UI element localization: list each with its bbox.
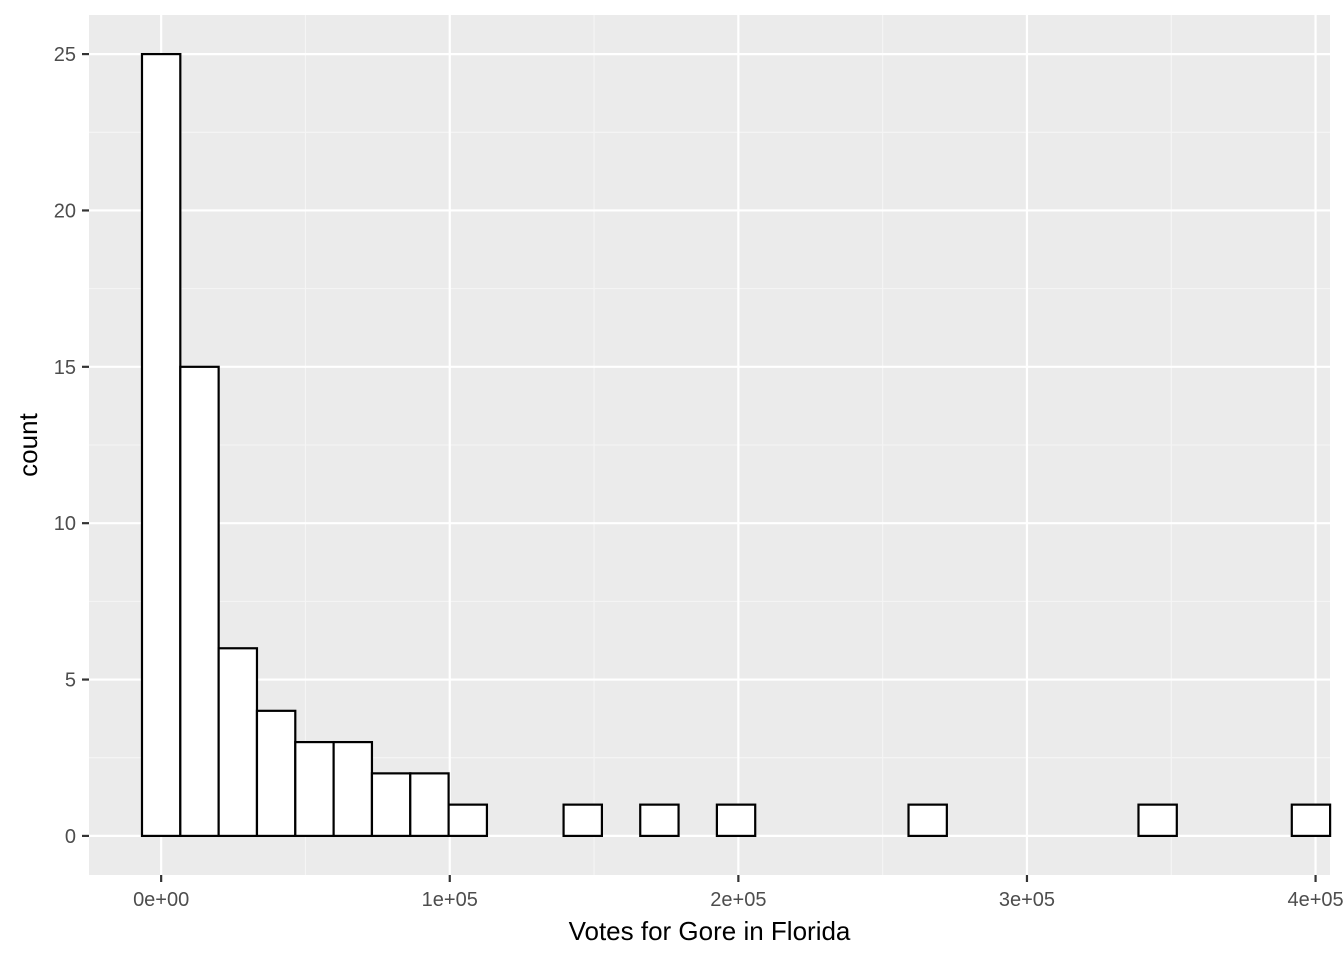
histogram-bar [179,365,220,838]
histogram-bar [907,803,948,838]
histogram-bar [217,647,259,838]
y-tick-label: 15 [54,357,76,379]
y-tick-label: 20 [54,200,76,222]
y-tick-label: 5 [65,670,76,692]
histogram-bar [332,740,374,838]
histogram-bar [639,803,680,838]
y-tick-label: 10 [54,513,76,535]
y-tick-label: 25 [54,44,76,66]
x-axis-title: Votes for Gore in Florida [569,916,851,946]
histogram-bar [562,803,604,838]
x-axis: 0e+00 1e+05 2e+05 3e+05 4e+05 [133,875,1344,911]
histogram-bar [715,803,757,838]
y-axis: 0 5 10 15 20 25 [54,44,89,848]
minor-gridlines [89,15,1330,875]
histogram-bars [140,52,1332,838]
histogram-bar [1137,803,1178,838]
histogram-bar [1290,803,1332,838]
x-tick-label: 4e+05 [1287,889,1343,911]
histogram-bar [370,772,412,838]
histogram-bar [294,740,335,838]
histogram-bar [447,803,489,838]
histogram-bar [409,772,450,838]
x-tick-label: 0e+00 [133,889,189,911]
y-tick-label: 0 [65,826,76,848]
x-tick-label: 1e+05 [422,889,478,911]
x-tick-label: 3e+05 [999,889,1055,911]
histogram-bar [140,52,182,838]
x-tick-label: 2e+05 [710,889,766,911]
y-axis-title: count [13,412,43,476]
histogram-bar [255,709,297,838]
